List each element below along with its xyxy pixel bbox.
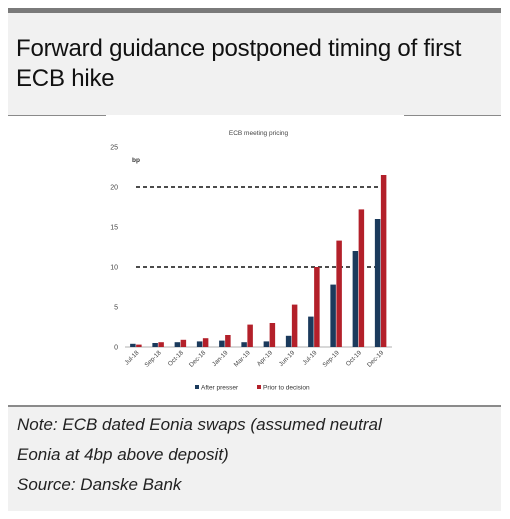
y-tick-label: 20 xyxy=(110,185,118,192)
x-tick-label: Oct-19 xyxy=(345,349,364,368)
bar-after-presser xyxy=(352,251,359,347)
bar-after-presser xyxy=(374,219,381,347)
x-tick-label: Apr-19 xyxy=(256,349,275,368)
x-tick-label: Dec-18 xyxy=(188,349,208,369)
y-tick-label: 5 xyxy=(114,305,118,312)
bar-prior-to-decision xyxy=(291,304,298,347)
x-tick-label: Jul-18 xyxy=(123,349,140,366)
chart-notes: Note: ECB dated Eonia swaps (assumed neu… xyxy=(17,410,497,500)
x-tick-label: Oct-18 xyxy=(167,349,186,368)
x-tick-label: Jan-19 xyxy=(211,349,230,368)
bar-after-presser xyxy=(308,316,314,347)
bar-after-presser xyxy=(174,342,181,347)
x-tick-label: Mar-19 xyxy=(233,349,252,368)
legend-label: Prior to decision xyxy=(263,385,310,392)
source-line: Source: Danske Bank xyxy=(17,475,182,494)
x-tick-label: Sep-19 xyxy=(321,349,341,369)
bar-prior-to-decision xyxy=(136,344,142,347)
chart-area: ECB meeting pricing 0 5 10 15 20 25 bp Jul-18 Sep… xyxy=(8,115,501,405)
legend-swatch-after xyxy=(195,385,199,389)
bar-prior-to-decision xyxy=(269,323,276,347)
bar-prior-to-decision xyxy=(247,324,253,347)
page-title: Forward guidance postponed timing of fir… xyxy=(16,35,462,92)
bar-after-presser xyxy=(219,340,225,347)
chart-title: ECB meeting pricing xyxy=(229,130,289,137)
bar-after-presser xyxy=(285,335,292,347)
chart-panel: Forward guidance postponed timing of fir… xyxy=(8,8,501,511)
x-tick-label: Dec-19 xyxy=(366,349,386,369)
bar-prior-to-decision xyxy=(380,175,387,347)
bar-prior-to-decision xyxy=(225,335,231,347)
x-tick-label: Jun-19 xyxy=(278,349,297,368)
bar-after-presser xyxy=(196,341,203,347)
legend-label: After presser xyxy=(201,385,239,392)
bar-after-presser xyxy=(130,343,136,347)
x-tick-label: Sep-18 xyxy=(143,349,163,369)
bar-after-presser xyxy=(330,284,336,347)
bar-after-presser xyxy=(241,342,247,347)
bar-after-presser xyxy=(152,343,158,347)
legend-swatch-prior xyxy=(257,385,261,389)
bar-prior-to-decision xyxy=(180,339,187,347)
bar-prior-to-decision xyxy=(202,338,209,347)
top-rule xyxy=(8,8,501,13)
bar-prior-to-decision xyxy=(158,342,164,347)
y-tick-label: 0 xyxy=(114,345,118,352)
separator-left xyxy=(8,115,106,116)
y-tick-label: 10 xyxy=(110,265,118,272)
x-tick-label: Jul-19 xyxy=(301,349,318,366)
separator-bottom xyxy=(8,405,501,407)
bar-prior-to-decision xyxy=(314,267,320,347)
separator-right xyxy=(404,115,501,116)
bar-after-presser xyxy=(263,341,270,347)
y-tick-label: 25 xyxy=(110,145,118,152)
bar-prior-to-decision xyxy=(358,209,365,347)
y-axis-unit: bp xyxy=(132,157,140,164)
bar-prior-to-decision xyxy=(336,240,342,347)
note-line-2: Eonia at 4bp above deposit) xyxy=(17,445,229,464)
note-line-1: Note: ECB dated Eonia swaps (assumed neu… xyxy=(17,415,382,434)
y-tick-label: 15 xyxy=(110,225,118,232)
